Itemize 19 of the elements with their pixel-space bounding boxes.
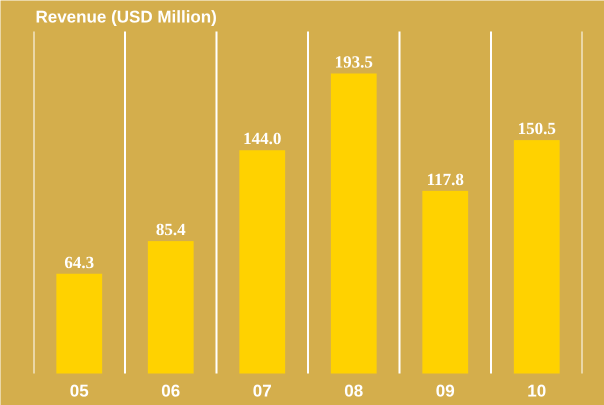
bar [148,241,194,374]
x-tick-label: 09 [436,382,455,400]
chart-title: Revenue (USD Million) [36,8,217,26]
data-label: 85.4 [156,220,186,240]
data-label: 150.5 [518,119,556,138]
bar [56,274,102,374]
x-tick-label: 05 [70,382,89,400]
bar [239,150,286,374]
data-label: 64.3 [64,252,94,272]
data-label: 193.5 [334,52,373,72]
x-tick-label: 10 [527,382,546,400]
x-tick-label: 06 [161,382,180,400]
x-tick-label: 08 [344,382,364,400]
data-label: 144.0 [243,129,282,148]
bar [422,190,468,374]
bar [330,74,377,374]
x-tick-label: 07 [252,382,272,400]
data-label: 117.8 [426,170,464,189]
bar [514,140,560,374]
